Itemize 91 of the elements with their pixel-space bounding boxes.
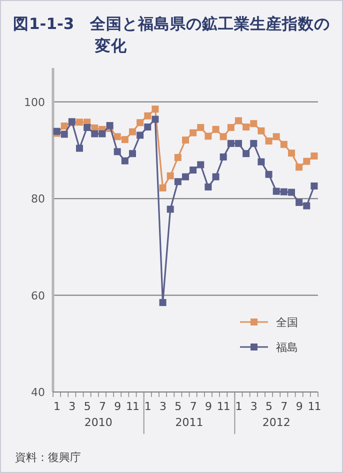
point [136, 119, 144, 126]
x-tick-label: 9 [204, 400, 212, 413]
point [303, 202, 310, 210]
point [129, 128, 136, 136]
point [265, 170, 272, 178]
point [303, 158, 310, 165]
point [242, 123, 250, 130]
text: 2012 [262, 416, 290, 429]
x-tick-label: 11 [216, 400, 230, 413]
point [190, 166, 197, 174]
x-tick-label: 5 [266, 400, 273, 413]
point [84, 124, 91, 131]
point [166, 172, 174, 180]
point [129, 150, 136, 158]
y-tick-label: 80 [31, 192, 45, 206]
point [190, 129, 197, 136]
point [152, 116, 159, 123]
point [212, 173, 220, 180]
point [197, 124, 204, 131]
y-tick-label: 60 [31, 289, 45, 302]
point [174, 154, 182, 161]
point [60, 122, 68, 130]
point [288, 188, 295, 196]
chart-title: 図1-1-3 全国と福島県の鉱工業生産指数の変化 [13, 14, 332, 57]
y-tick-label: 40 [31, 386, 45, 399]
x-tick-label: 7 [190, 400, 197, 413]
x-tick-label: 5 [174, 400, 182, 413]
point [144, 123, 152, 130]
point [265, 138, 272, 145]
point [91, 130, 98, 138]
x-tick-label: 3 [250, 400, 258, 413]
point [136, 132, 144, 139]
x-tick-label: 7 [280, 400, 288, 413]
text: 2010 [84, 416, 112, 429]
point [182, 136, 189, 144]
point [242, 150, 250, 158]
point [114, 133, 121, 140]
legend-label: 福島 [276, 341, 298, 354]
x-tick-label: 3 [160, 400, 167, 413]
x-tick-label: 1 [235, 400, 242, 413]
point [296, 198, 303, 206]
point [204, 183, 212, 190]
point [60, 130, 68, 138]
point [174, 178, 182, 186]
point [235, 117, 242, 124]
point [212, 126, 220, 133]
point [220, 153, 227, 160]
point [76, 144, 83, 152]
point [182, 173, 189, 180]
point [227, 124, 234, 131]
x-tick-label: 7 [98, 400, 106, 413]
point [159, 184, 166, 192]
legend-label: 全国 [276, 316, 298, 329]
point [250, 120, 258, 128]
point [272, 188, 280, 195]
x-tick-label: 11 [308, 400, 321, 413]
point [258, 158, 265, 166]
point [310, 182, 318, 190]
text: 2011 [175, 416, 204, 429]
point [280, 188, 288, 196]
point [235, 140, 242, 147]
point [121, 136, 128, 144]
point [121, 157, 128, 164]
x-tick-label: 9 [296, 400, 303, 413]
x-tick-label: 1 [54, 400, 60, 413]
point [98, 130, 106, 138]
point [76, 118, 83, 126]
point [288, 150, 295, 157]
point [114, 148, 121, 156]
point [220, 133, 227, 140]
point [197, 161, 204, 168]
y-tick-label: 100 [24, 96, 45, 109]
x-tick-label: 1 [144, 400, 151, 413]
point [310, 152, 318, 160]
point [204, 132, 212, 140]
text: 資料：復興庁 [15, 451, 81, 464]
point [106, 122, 114, 130]
point [159, 299, 166, 306]
x-tick-label: 9 [114, 400, 122, 413]
point [227, 140, 234, 147]
point [250, 140, 258, 147]
x-tick-label: 5 [84, 400, 91, 413]
x-tick-label: 11 [126, 400, 139, 413]
point [280, 140, 288, 148]
point [272, 133, 280, 140]
point [258, 127, 265, 134]
point [166, 206, 174, 213]
x-tick-label: 3 [68, 400, 76, 413]
point [144, 112, 152, 120]
point [296, 164, 303, 171]
point [152, 106, 159, 113]
